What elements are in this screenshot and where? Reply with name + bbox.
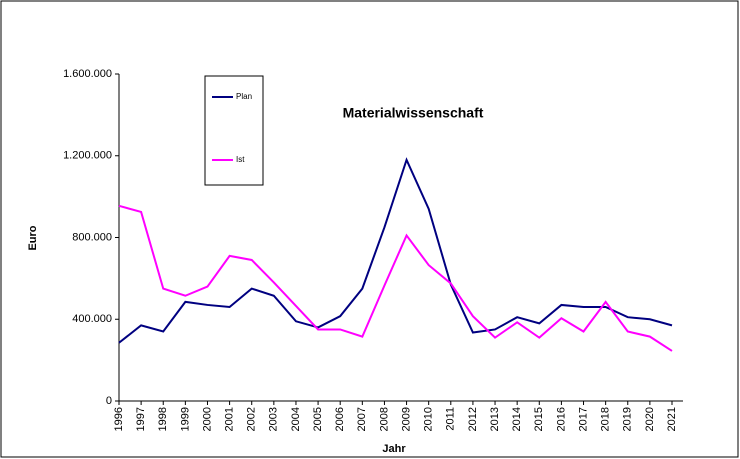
y-tick-label: 1.600.000 [63,68,112,80]
x-axis-label: Jahr [382,443,406,455]
x-tick-label: 2007 [356,407,368,431]
x-tick-label: 2010 [423,407,435,431]
y-tick-label: 0 [106,395,112,407]
x-tick-label: 2005 [312,407,324,431]
y-tick-label: 1.200.000 [63,150,112,162]
x-tick-label: 2020 [644,407,656,431]
x-tick-label: 1997 [135,407,147,431]
legend-label: Plan [236,92,252,101]
x-tick-label: 2018 [600,407,612,431]
chart-title: Materialwissenschaft [343,105,484,121]
series-line [118,204,673,352]
x-tick-label: 2002 [246,407,258,431]
x-tick-label: 2001 [224,407,236,431]
x-tick-label: 2000 [201,407,213,431]
x-tick-label: 2012 [467,407,479,431]
series-line [118,157,673,344]
x-tick-label: 2019 [622,407,634,431]
x-tick-label: 2021 [666,407,678,431]
legend-box [204,75,264,186]
legend-label: Ist [236,155,245,164]
y-axis-label: Euro [27,225,39,250]
y-tick-label: 800.000 [72,231,112,243]
x-tick-label: 1996 [113,407,125,431]
x-tick-label: 2016 [555,407,567,431]
x-tick-label: 2009 [400,407,412,431]
x-tick-label: 2017 [577,407,589,431]
x-tick-label: 2004 [290,407,302,431]
x-tick-label: 2015 [533,407,545,431]
x-tick-label: 2006 [334,407,346,431]
x-tick-label: 1998 [157,407,169,431]
x-tick-label: 2003 [268,407,280,431]
x-tick-label: 1999 [179,407,191,431]
y-tick-label: 400.000 [72,313,112,325]
x-tick-label: 2013 [489,407,501,431]
x-tick-label: 2014 [511,407,523,431]
x-tick-label: 2011 [445,407,457,431]
x-tick-label: 2008 [378,407,390,431]
